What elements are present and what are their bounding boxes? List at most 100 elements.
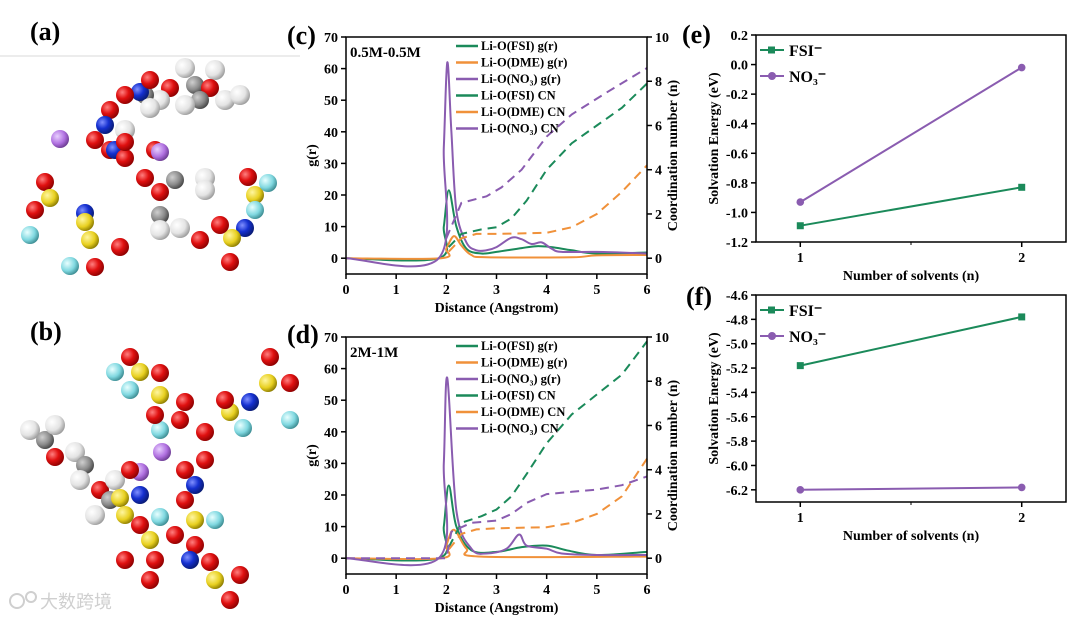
atom xyxy=(236,219,254,237)
atom xyxy=(65,442,85,462)
x-tick-label: 3 xyxy=(493,283,500,298)
atom xyxy=(146,406,164,424)
y2-tick-label: 2 xyxy=(655,508,662,523)
y-tick-label: -0.8 xyxy=(726,177,748,192)
atom xyxy=(111,238,129,256)
atom xyxy=(176,491,194,509)
series-line-c-2 xyxy=(345,61,648,268)
atom xyxy=(106,363,124,381)
atom xyxy=(176,393,194,411)
y-tick-label: -0.6 xyxy=(726,147,748,162)
atom xyxy=(116,506,134,524)
y-tick-label: -1.2 xyxy=(726,236,748,251)
y-tick-label: 70 xyxy=(324,331,338,346)
atom xyxy=(131,363,149,381)
panel-label-b: (b) xyxy=(30,317,62,346)
atom xyxy=(175,95,195,115)
y2-axis-label: Coordination number (n) xyxy=(666,379,681,531)
legend-label: Li-O(DME) CN xyxy=(481,405,565,419)
data-point-f-1-1 xyxy=(1017,483,1026,492)
y-tick-label: 60 xyxy=(324,363,338,378)
atom xyxy=(141,71,159,89)
legend-label: Li-O(NO₃) g(r) xyxy=(481,372,561,386)
y-tick-label: 0 xyxy=(331,552,338,567)
x-tick-label: 4 xyxy=(543,283,550,298)
atom xyxy=(186,476,204,494)
atom xyxy=(46,448,64,466)
y2-tick-label: 6 xyxy=(655,119,662,134)
series-line-e-1 xyxy=(799,66,1023,203)
legend-label: Li-O(DME) g(r) xyxy=(481,56,567,70)
atom xyxy=(96,116,114,134)
plot-series xyxy=(345,340,648,567)
y-tick-label: -0.2 xyxy=(726,88,748,103)
legend-label: Li-O(DME) g(r) xyxy=(481,356,567,370)
atom xyxy=(231,566,249,584)
y-tick-label: -5.2 xyxy=(726,362,748,377)
atom xyxy=(121,461,139,479)
chart-f: 1 2 -6.2 -6.0 -5.8 -5.6 -5.4 -5.2 -5.0 -4.8 -4.6 Nu… xyxy=(707,289,1067,544)
condition-label: 2M-1M xyxy=(350,345,398,361)
atom xyxy=(223,229,241,247)
legend: Li-O(FSI) g(r) Li-O(DME) g(r) Li-O(NO₃) g(… xyxy=(456,339,567,436)
series-line-d-2 xyxy=(345,376,648,567)
y-tick-label: 70 xyxy=(324,31,338,46)
atom xyxy=(45,415,65,435)
x-axis-label: Number of solvents (n) xyxy=(843,269,980,284)
y-tick-label: 0.2 xyxy=(731,29,749,44)
atom xyxy=(141,531,159,549)
atom xyxy=(86,131,104,149)
x-tick-label: 2 xyxy=(1018,251,1025,266)
x-tick-label: 3 xyxy=(493,583,500,598)
atom xyxy=(281,411,299,429)
series-line-d-4 xyxy=(448,458,648,551)
x-tick-label: 0 xyxy=(343,583,350,598)
atom xyxy=(111,489,129,507)
x-tick-label: 4 xyxy=(543,583,550,598)
y2-axis-label: Coordination number (n) xyxy=(666,79,681,231)
y-axis-label: g(r) xyxy=(305,144,320,167)
legend-label: Li-O(FSI) CN xyxy=(481,389,556,403)
condition-label: 0.5M-0.5M xyxy=(350,45,421,61)
atom xyxy=(121,381,139,399)
atom xyxy=(176,461,194,479)
y2-tick-label: 10 xyxy=(655,31,669,46)
series-line-d-3 xyxy=(447,340,648,548)
series-line-d-0 xyxy=(345,484,648,562)
y-tick-label: 0 xyxy=(331,252,338,267)
legend-label: FSI⁻ xyxy=(789,303,822,320)
y-tick-label: 60 xyxy=(324,63,338,78)
y-tick-label: -0.4 xyxy=(726,118,748,133)
atom xyxy=(151,183,169,201)
y-tick-label: 20 xyxy=(324,489,338,504)
watermark-logo-icon-2 xyxy=(25,591,37,603)
atom xyxy=(171,411,189,429)
atom xyxy=(36,173,54,191)
legend: FSI⁻ NO₃⁻ xyxy=(760,303,826,346)
atom xyxy=(76,213,94,231)
panel-label-d: (d) xyxy=(287,320,319,349)
atom xyxy=(241,393,259,411)
x-axis-label: Distance (Angstrom) xyxy=(435,601,559,616)
panel-label-c: (c) xyxy=(287,21,316,50)
atom xyxy=(239,168,257,186)
y-tick-label: 10 xyxy=(324,221,338,236)
atom xyxy=(211,216,229,234)
legend: FSI⁻ NO₃⁻ xyxy=(760,43,826,86)
atom xyxy=(201,553,219,571)
atom xyxy=(191,91,209,109)
y-tick-label: 50 xyxy=(324,394,338,409)
atom xyxy=(259,374,277,392)
y2-tick-label: 8 xyxy=(655,75,662,90)
atom xyxy=(181,551,199,569)
series-line-e-0 xyxy=(800,186,1022,227)
y-tick-label: -5.8 xyxy=(726,435,748,450)
data-point-e-1-1 xyxy=(1017,63,1026,72)
atom xyxy=(201,79,219,97)
atom xyxy=(105,470,125,490)
y2-tick-label: 0 xyxy=(655,252,662,267)
atom xyxy=(131,83,149,101)
legend-label: Li-O(NO₃) CN xyxy=(481,122,559,136)
